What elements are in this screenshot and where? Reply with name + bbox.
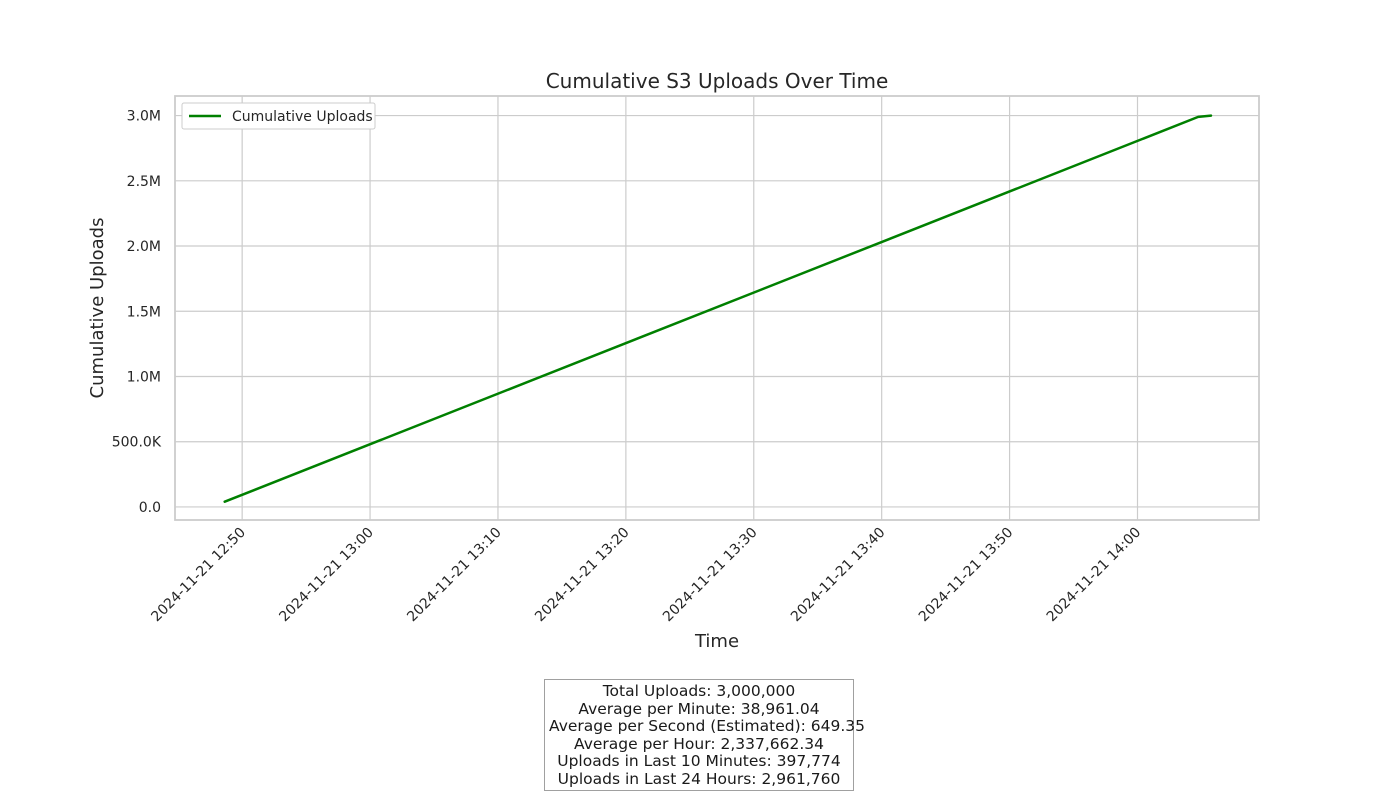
chart-title: Cumulative S3 Uploads Over Time [546, 69, 889, 93]
plot-area [174, 95, 1260, 521]
legend: Cumulative Uploads [181, 102, 376, 130]
x-tick-label: 2024-11-21 13:10 [404, 525, 505, 626]
x-tick-label: 2024-11-21 14:00 [1044, 525, 1145, 626]
y-tick-label: 2.0M [127, 239, 161, 255]
stat-total-uploads: Total Uploads: 3,000,000 [602, 682, 796, 700]
x-tick-label: 2024-11-21 12:50 [148, 525, 249, 626]
x-axis-label: Time [694, 631, 739, 652]
x-tick-label: 2024-11-21 13:50 [916, 525, 1017, 626]
stat-avg-per-second: Average per Second (Estimated): 649.35 [549, 717, 866, 735]
stat-avg-per-minute: Average per Minute: 38,961.04 [578, 699, 820, 718]
legend-label: Cumulative Uploads [232, 109, 373, 125]
x-tick-label: 2024-11-21 13:40 [788, 525, 889, 626]
y-tick-label: 500.0K [112, 435, 162, 451]
y-tick-label: 3.0M [127, 109, 161, 125]
y-tick-label: 1.5M [127, 304, 161, 320]
stat-last-10-minutes: Uploads in Last 10 Minutes: 397,774 [557, 752, 841, 770]
series-line-0 [223, 114, 1213, 503]
x-tick-label: 2024-11-21 13:30 [660, 525, 761, 626]
y-tick-label: 1.0M [127, 369, 161, 385]
plot-frame [174, 95, 1260, 521]
y-tick-label: 2.5M [127, 174, 161, 190]
stat-avg-per-hour: Average per Hour: 2,337,662.34 [574, 734, 824, 753]
y-axis-label: Cumulative Uploads [87, 218, 108, 399]
y-tick-label: 0.0 [139, 500, 161, 516]
legend-frame [181, 102, 376, 130]
x-tick-label: 2024-11-21 13:20 [532, 525, 633, 626]
stat-last-24-hours: Uploads in Last 24 Hours: 2,961,760 [557, 769, 841, 788]
x-tick-label: 2024-11-21 13:00 [276, 525, 377, 626]
stats-box: Total Uploads: 3,000,000 Average per Min… [544, 679, 866, 791]
